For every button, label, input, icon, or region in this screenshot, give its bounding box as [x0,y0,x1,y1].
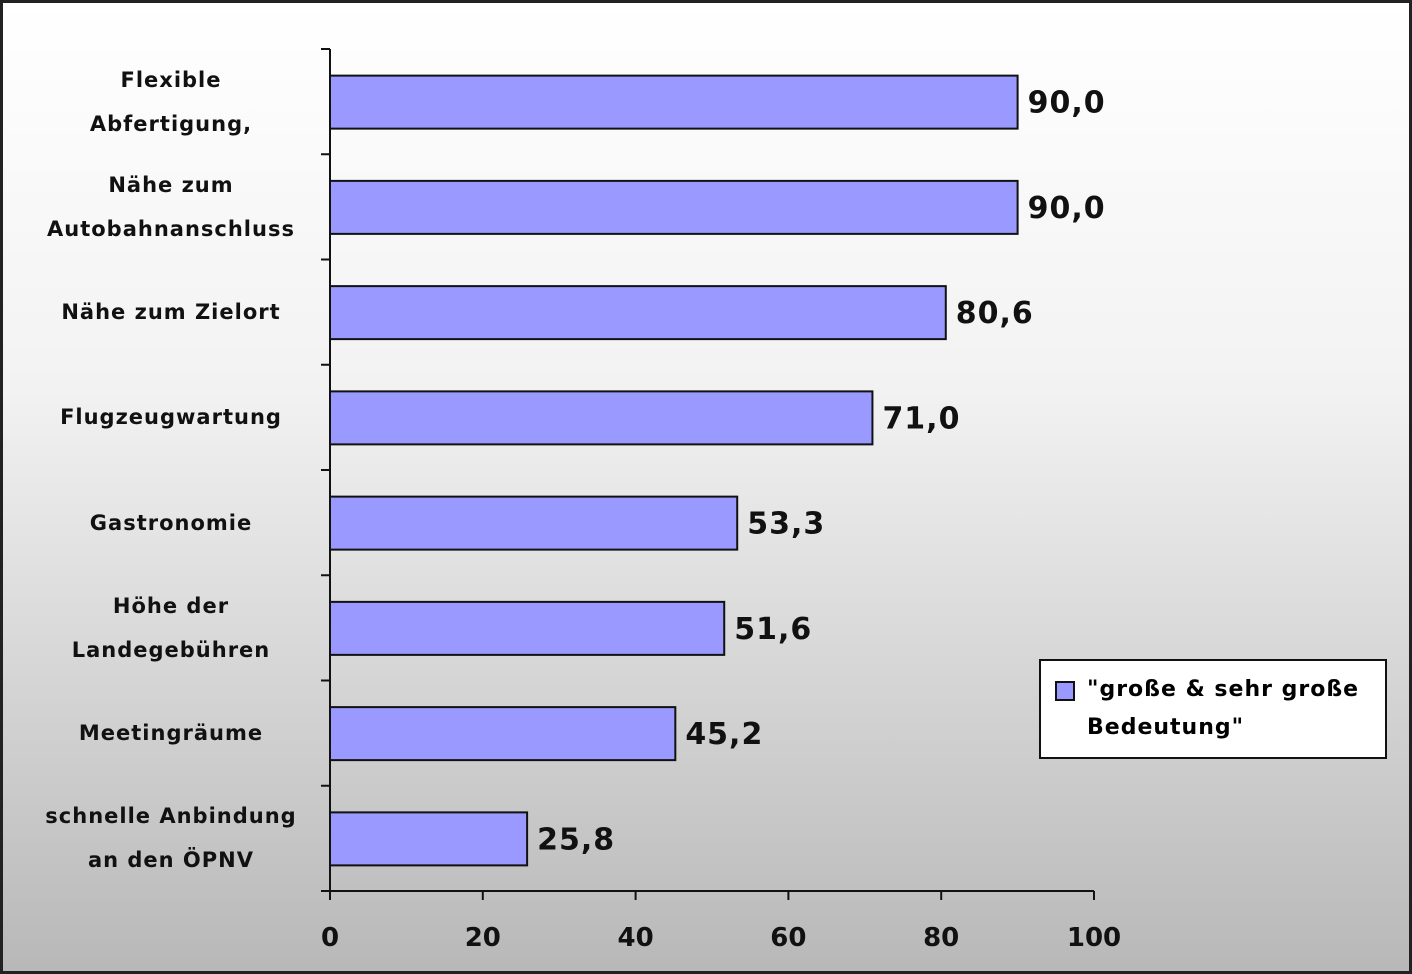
legend: "große & sehr große Bedeutung" [1039,659,1387,759]
value-label: 51,6 [734,612,812,647]
bar [329,495,739,551]
y-tick-label: Flexible Abfertigung, [89,67,253,136]
x-tick-label: 20 [465,923,501,953]
bar [329,600,726,656]
value-label: 90,0 [1028,191,1106,226]
bar [329,285,947,341]
x-tick-label: 40 [618,923,654,953]
value-label: 90,0 [1028,86,1106,121]
y-tick-label: schnelle Anbindung an den ÖPNV [45,804,297,873]
y-tick-label: Gastronomie [89,510,253,535]
x-tick-label: 100 [1067,923,1121,953]
y-tick-label: Meetingräume [78,721,264,746]
y-tick-label: Nähe zum Zielort [61,300,281,325]
bar [329,390,874,446]
value-label: 53,3 [747,507,825,542]
plot: 0 20 40 60 80 100 90,0 90,0 80,6 71,0 53,3 51,6 45,2… [321,48,1121,953]
x-tick-label: 80 [923,923,959,953]
legend-label: "große & sehr große Bedeutung" [1087,677,1360,740]
value-label: 71,0 [882,401,960,436]
bar [329,179,1019,235]
bar [329,706,677,762]
x-tick-label: 60 [770,923,806,953]
x-tick-label: 0 [321,923,339,953]
value-label: 25,8 [537,822,615,857]
bar [329,74,1019,130]
y-tick-label: Höhe der Landegebühren [71,593,271,662]
value-label: 45,2 [685,717,763,752]
y-tick-label: Nähe zum Autobahnanschluss [47,172,295,241]
y-tick-label: Flugzeugwartung [60,405,282,430]
value-label: 80,6 [956,296,1034,331]
bar [329,811,529,867]
legend-swatch [1055,681,1075,701]
